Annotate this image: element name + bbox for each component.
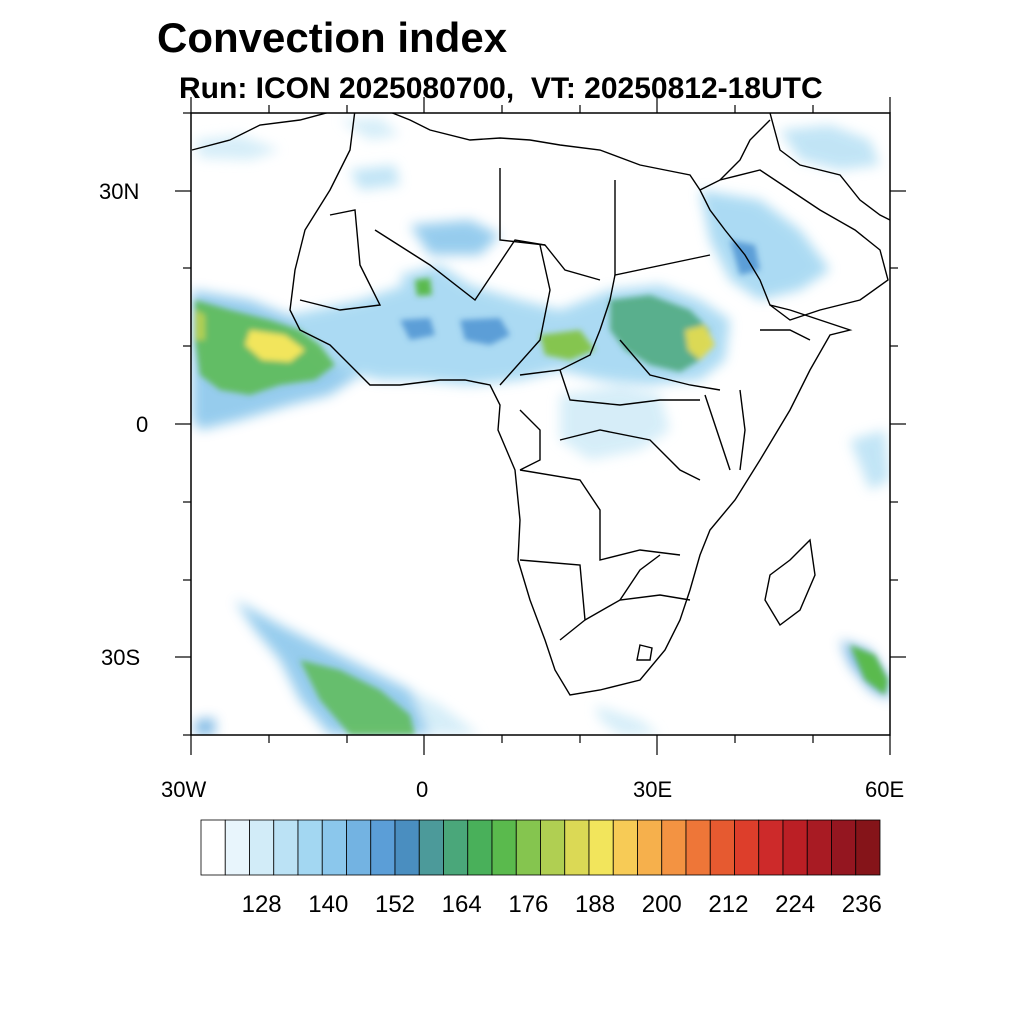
x-tick-60e: 60E: [865, 777, 905, 802]
colorbar-swatch: [540, 819, 566, 876]
colorbar-swatch: [661, 819, 687, 876]
colorbar-label: 140: [308, 891, 348, 918]
colorbar-swatch: [321, 819, 347, 876]
colorbar-label: 188: [575, 891, 615, 918]
colorbar-swatch: [855, 819, 881, 876]
colorbar-swatch: [685, 819, 711, 876]
map-subtitle: Run: ICON 2025080700, VT: 20250812-18UTC: [179, 72, 823, 105]
colorbar-label: 164: [442, 891, 482, 918]
colorbar-swatch: [273, 819, 299, 876]
colorbar-swatch: [249, 819, 275, 876]
map-title: Convection index: [157, 14, 508, 61]
colorbar-label: 152: [375, 891, 415, 918]
colorbar-swatch: [806, 819, 832, 876]
y-tick-30n: 30N: [99, 179, 140, 204]
convection-field: [192, 118, 890, 735]
x-tick-30e: 30E: [633, 777, 673, 802]
colorbar-swatch: [370, 819, 396, 876]
colorbar-swatch: [709, 819, 735, 876]
colorbar-swatch: [612, 819, 638, 876]
colorbar-label: 212: [708, 891, 748, 918]
y-tick-0: 0: [136, 412, 149, 437]
colorbar-label: 224: [775, 891, 815, 918]
colorbar-swatch: [637, 819, 663, 876]
colorbar-label: 128: [242, 891, 282, 918]
x-tick-0: 0: [416, 777, 429, 802]
colorbar-swatch: [224, 819, 250, 876]
y-tick-30s: 30S: [101, 645, 141, 670]
colorbar: 128 140 152 164 176 188 200 212 224 236: [200, 819, 882, 918]
coastlines: [191, 113, 890, 696]
colorbar-swatch: [346, 819, 372, 876]
colorbar-swatch: [758, 819, 784, 876]
colorbar-swatch: [467, 819, 493, 876]
colorbar-swatch: [831, 819, 857, 876]
axis-ticks: [175, 97, 906, 755]
x-tick-30w: 30W: [161, 777, 207, 802]
colorbar-swatch: [588, 819, 614, 876]
colorbar-swatch: [515, 819, 541, 876]
colorbar-label: 176: [508, 891, 548, 918]
colorbar-swatch: [782, 819, 808, 876]
colorbar-swatch: [297, 819, 323, 876]
colorbar-swatch: [394, 819, 420, 876]
colorbar-swatch: [564, 819, 590, 876]
colorbar-swatch: [734, 819, 760, 876]
colorbar-swatch: [491, 819, 517, 876]
colorbar-label: 200: [642, 891, 682, 918]
colorbar-swatch: [443, 819, 469, 876]
colorbar-swatch: [418, 819, 444, 876]
colorbar-label: 236: [842, 891, 882, 918]
colorbar-swatch: [200, 819, 226, 876]
